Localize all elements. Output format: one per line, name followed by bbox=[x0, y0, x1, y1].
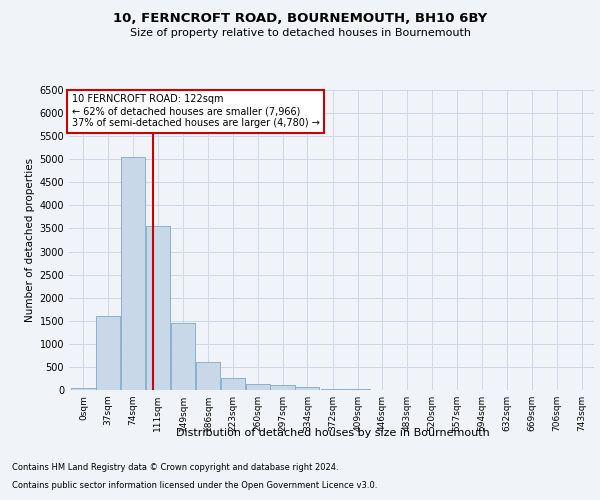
Bar bbox=[221, 378, 245, 390]
Text: Distribution of detached houses by size in Bournemouth: Distribution of detached houses by size … bbox=[176, 428, 490, 438]
Bar bbox=[196, 362, 220, 390]
Bar bbox=[346, 389, 370, 390]
Text: 10, FERNCROFT ROAD, BOURNEMOUTH, BH10 6BY: 10, FERNCROFT ROAD, BOURNEMOUTH, BH10 6B… bbox=[113, 12, 487, 26]
Bar bbox=[171, 323, 196, 390]
Bar bbox=[146, 226, 170, 390]
Bar bbox=[71, 388, 95, 390]
Text: Contains HM Land Registry data © Crown copyright and database right 2024.: Contains HM Land Registry data © Crown c… bbox=[12, 464, 338, 472]
Bar bbox=[96, 316, 121, 390]
Bar bbox=[321, 388, 345, 390]
Y-axis label: Number of detached properties: Number of detached properties bbox=[25, 158, 35, 322]
Bar bbox=[295, 387, 319, 390]
Text: 10 FERNCROFT ROAD: 122sqm
← 62% of detached houses are smaller (7,966)
37% of se: 10 FERNCROFT ROAD: 122sqm ← 62% of detac… bbox=[71, 94, 320, 128]
Bar bbox=[245, 384, 270, 390]
Text: Contains public sector information licensed under the Open Government Licence v3: Contains public sector information licen… bbox=[12, 481, 377, 490]
Bar bbox=[121, 157, 145, 390]
Text: Size of property relative to detached houses in Bournemouth: Size of property relative to detached ho… bbox=[130, 28, 470, 38]
Bar bbox=[271, 386, 295, 390]
